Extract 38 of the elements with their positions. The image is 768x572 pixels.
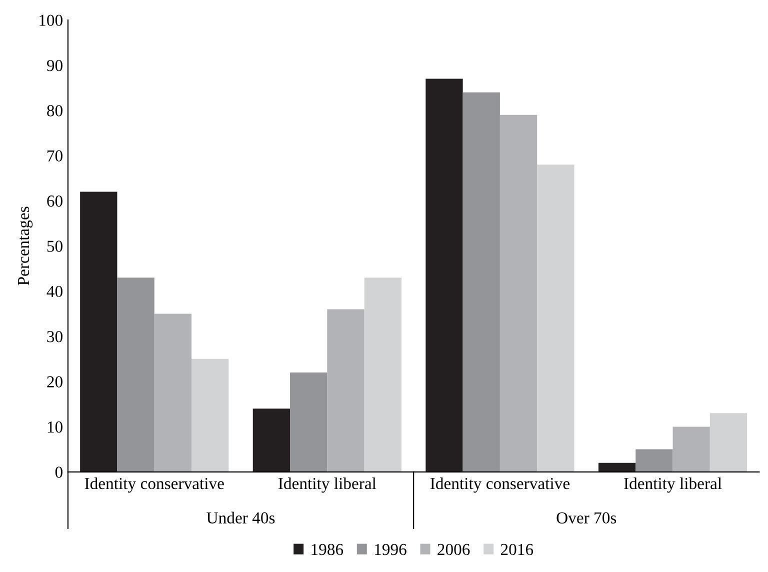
bar bbox=[327, 309, 364, 472]
y-axis-title: Percentages bbox=[18, 206, 33, 286]
bar bbox=[537, 164, 574, 472]
legend-label: 2006 bbox=[438, 544, 470, 556]
bar bbox=[636, 449, 673, 472]
y-tick-label: 80 bbox=[47, 105, 62, 116]
y-tick-label: 50 bbox=[47, 240, 62, 252]
text: Under 40s bbox=[206, 512, 275, 524]
bar bbox=[364, 278, 402, 472]
bar bbox=[672, 426, 710, 472]
y-tick-label: 100 bbox=[40, 14, 62, 26]
legend-label: 2016 bbox=[500, 544, 534, 556]
bar bbox=[117, 278, 154, 472]
bar bbox=[598, 462, 636, 472]
y-tick-label: 60 bbox=[47, 195, 62, 207]
bar bbox=[462, 92, 500, 472]
y-tick-label: 40 bbox=[46, 286, 62, 298]
legend-label: 1996 bbox=[375, 544, 406, 556]
y-tick-label: 30 bbox=[47, 331, 62, 342]
y-tick-label: 20 bbox=[47, 376, 62, 388]
y-tick-label: 70 bbox=[48, 150, 62, 162]
x-tick-label: Identity liberal bbox=[278, 477, 376, 493]
x-tick-label: Identity conservative bbox=[84, 477, 224, 493]
bar bbox=[290, 372, 328, 472]
y-tick-label: 90 bbox=[46, 60, 62, 72]
bar bbox=[500, 114, 538, 472]
bar bbox=[154, 314, 192, 472]
bar bbox=[80, 192, 118, 472]
bar bbox=[192, 358, 229, 472]
y-tick-label: 10 bbox=[48, 421, 62, 433]
x-tick-label: Identity liberal bbox=[624, 477, 722, 493]
legend-label: 1986 bbox=[312, 544, 344, 556]
x-tick-label: Identity conservative bbox=[430, 477, 570, 493]
bar bbox=[426, 78, 463, 472]
text: Over 70s bbox=[556, 512, 616, 524]
bar bbox=[252, 408, 290, 472]
bar bbox=[710, 413, 748, 472]
y-tick-label: 0 bbox=[55, 466, 62, 478]
